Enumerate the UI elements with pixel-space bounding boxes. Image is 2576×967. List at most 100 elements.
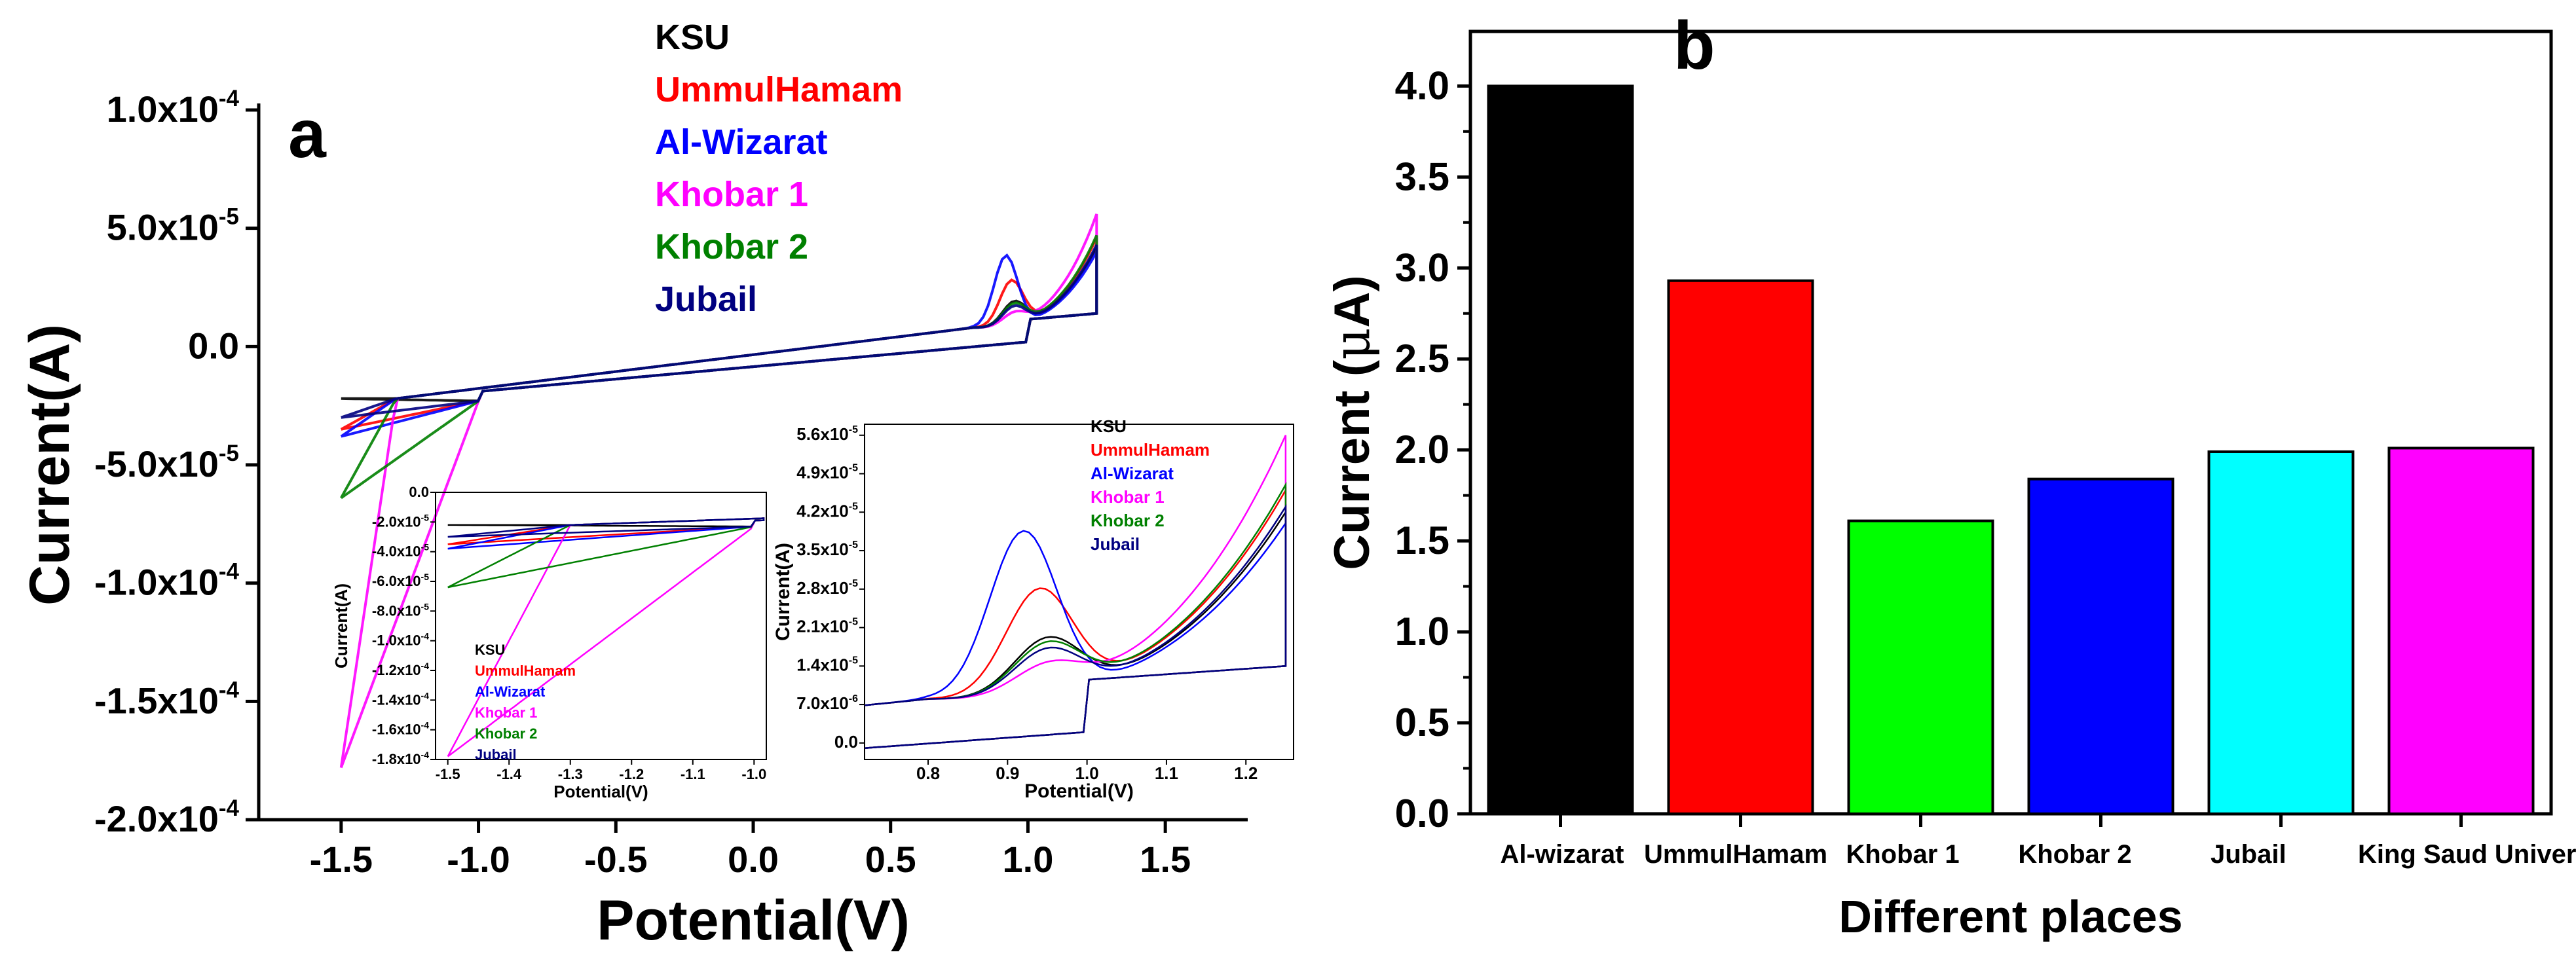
y-tick-label-exponent: -4 [219, 677, 240, 702]
inset-y-tick-label-exponent: -5 [849, 424, 858, 435]
inset-x-tick-label: -1.4 [496, 766, 522, 782]
inset-y-tick-label-exponent: -5 [849, 655, 858, 666]
inset-series-line-ksu [865, 509, 1287, 749]
inset-y-tick-label-mantissa: -1.2x10 [372, 662, 421, 678]
inset-legend-entry: Khobar 1 [475, 704, 537, 721]
inset-y-tick-label-mantissa: 2.1x10 [796, 617, 849, 636]
y-axis-title: Current (μA) [1322, 275, 1381, 570]
x-axis-title: Different places [1839, 891, 2182, 942]
inset-frame [435, 492, 767, 760]
inset-y-tick-label-exponent: -5 [421, 542, 430, 553]
inset-x-tick-label: 1.0 [1075, 763, 1099, 783]
inset-y-tick-label: 7.0x10-6 [796, 693, 858, 713]
inset-y-tick-label-mantissa: -1.6x10 [372, 721, 421, 738]
inset-y-tick-label-exponent: -4 [421, 690, 430, 701]
y-tick-label-exponent: -4 [219, 795, 240, 821]
y-tick-label: 1.5 [1395, 519, 1449, 562]
x-tick-label: -1.0 [447, 839, 510, 880]
y-tick-label-mantissa: 5.0x10 [107, 207, 219, 248]
inset-y-tick-label-mantissa: 7.0x10 [796, 693, 849, 713]
inset-x-tick-label: -1.2 [619, 766, 644, 782]
inset-y-tick-label-mantissa: 4.9x10 [796, 463, 849, 483]
y-tick-label-mantissa: -2.0x10 [94, 798, 219, 839]
inset-x-axis-title: Potential(V) [1024, 780, 1134, 802]
y-tick-label: 3.5 [1395, 155, 1449, 198]
inset-y-tick-label-exponent: -5 [849, 578, 858, 589]
y-axis-title: Current(A) [18, 324, 81, 606]
inset-y-tick-label: -1.2x10-4 [372, 661, 429, 678]
inset-y-tick-label-mantissa: 0.0 [409, 484, 429, 500]
inset-y-tick-label: -1.8x10-4 [372, 750, 429, 767]
inset-y-tick-label: 1.4x10-5 [796, 655, 858, 674]
inset-y-tick-label-exponent: -4 [421, 631, 430, 642]
bar-king-saud-university [2387, 447, 2535, 815]
inset-y-tick-label: 0.0 [409, 484, 429, 500]
y-tick-label: 0.0 [188, 325, 239, 366]
inset-y-tick-label-mantissa: -6.0x10 [372, 573, 421, 589]
inset-y-tick-label: -2.0x10-5 [372, 512, 429, 530]
inset-legend-entry: UmmulHamam [475, 663, 576, 679]
panel-a-inset-left-plot: 0.0-2.0x10-5-4.0x10-5-6.0x10-5-8.0x10-5-… [331, 484, 767, 801]
panel-b-letter: b [1673, 8, 1715, 84]
y-tick-label-exponent: -5 [219, 204, 239, 230]
x-tick-label: Khobar 1 [1846, 840, 1959, 869]
y-tick-label: 2.0 [1395, 428, 1449, 471]
inset-y-tick-label: -1.6x10-4 [372, 720, 429, 738]
x-tick-label: King Saud University [2358, 840, 2576, 869]
inset-y-tick-label: 2.1x10-5 [796, 617, 858, 636]
legend-entry: Khobar 1 [655, 175, 808, 214]
inset-x-tick-label: 1.2 [1234, 763, 1258, 783]
inset-legend-entry: Jubail [475, 746, 517, 763]
x-tick-label: -0.5 [584, 839, 648, 880]
inset-y-tick-label-mantissa: -1.0x10 [372, 632, 421, 649]
inset-legend-entry: Al-Wizarat [475, 684, 546, 700]
inset-y-tick-label-mantissa: 4.2x10 [796, 501, 849, 520]
inset-series-line-jubail [447, 517, 765, 538]
legend-entry: Al-Wizarat [655, 122, 828, 162]
inset-y-tick-label: -1.0x10-4 [372, 631, 429, 649]
y-tick-label: -1.0x10-4 [94, 559, 240, 603]
inset-x-tick-label: 0.9 [996, 763, 1019, 783]
bar-ummulhamam [1667, 279, 1814, 815]
inset-legend-entry: Khobar 1 [1091, 487, 1165, 507]
inset-y-tick-label: -8.0x10-5 [372, 601, 429, 619]
inset-x-tick-label: -1.1 [681, 766, 705, 782]
inset-series-line-khobar-2 [865, 481, 1287, 749]
inset-y-axis-title: Current(A) [772, 543, 794, 641]
y-tick-label-exponent: -4 [219, 86, 240, 111]
y-tick-label-exponent: -5 [219, 441, 239, 466]
inset-y-tick-label-exponent: -4 [421, 661, 430, 671]
inset-legend-entry: KSU [475, 642, 505, 658]
y-tick-label-mantissa: 0.0 [188, 325, 239, 366]
x-tick-label: 0.5 [865, 839, 916, 880]
inset-frame [864, 424, 1294, 760]
x-tick-label: 0.0 [728, 839, 779, 880]
inset-y-tick-label-exponent: -5 [849, 617, 858, 628]
inset-y-tick-label-exponent: -5 [849, 463, 858, 474]
inset-legend-entry: Al-Wizarat [1091, 464, 1174, 483]
inset-legend-entry: KSU [1091, 416, 1127, 436]
x-tick-label: 1.5 [1140, 839, 1191, 880]
inset-series-line-ummulhamam [865, 487, 1287, 749]
y-tick-label-mantissa: -1.0x10 [94, 562, 219, 603]
inset-y-tick-label-mantissa: -1.4x10 [372, 691, 421, 708]
y-axis-title-suffix: A) [1324, 275, 1380, 327]
y-tick-label: 2.5 [1395, 337, 1449, 380]
series-line-khobar-2 [340, 234, 1098, 500]
panel-a-cyclic-voltammogram: a 1.0x10-45.0x10-50.0-5.0x10-5-1.0x10-4-… [18, 18, 1294, 952]
y-tick-label: 1.0x10-4 [107, 86, 240, 130]
legend-entry: KSU [655, 18, 730, 57]
inset-y-tick-label-mantissa: -4.0x10 [372, 543, 421, 560]
y-axis-title-mu: μ [1322, 327, 1381, 359]
inset-y-axis-title: Current(A) [331, 583, 351, 668]
inset-y-tick-label-mantissa: -8.0x10 [372, 602, 421, 619]
inset-legend-entry: Khobar 2 [475, 725, 537, 742]
y-tick-label-exponent: -4 [219, 559, 240, 585]
y-tick-label: -1.5x10-4 [94, 677, 240, 721]
inset-legend-entry: UmmulHamam [1091, 440, 1210, 460]
y-tick-label: 5.0x10-5 [107, 204, 239, 248]
inset-y-tick-label-mantissa: -1.8x10 [372, 751, 421, 767]
y-axis-title-prefix: Current ( [1324, 359, 1380, 570]
inset-series-line-al-wizarat [865, 520, 1287, 749]
